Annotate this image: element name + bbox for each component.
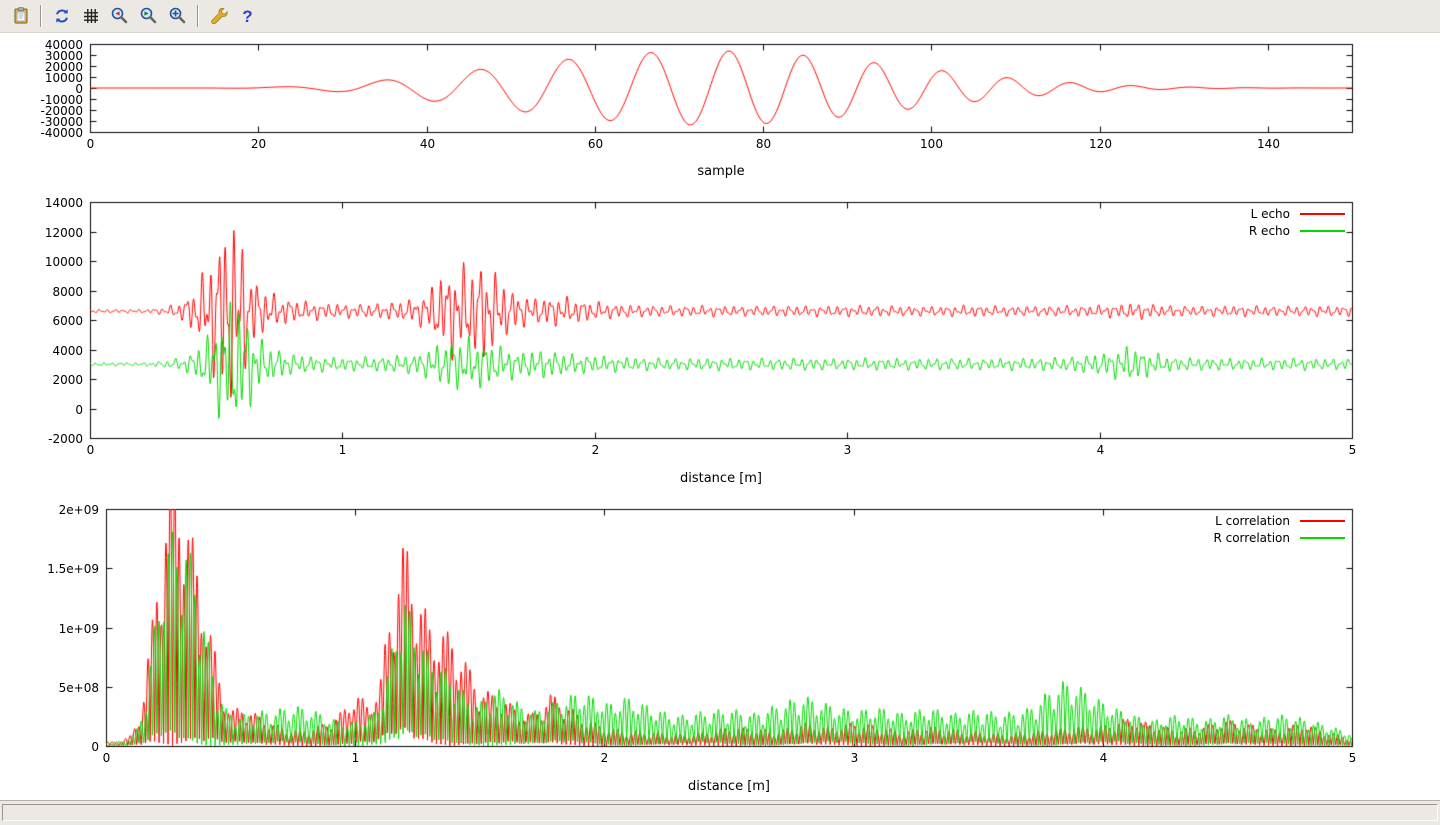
clipboard-icon bbox=[14, 7, 27, 24]
tick-label: 6000 bbox=[52, 313, 83, 328]
zoom-next-icon bbox=[140, 7, 156, 24]
plot-area: sample 0 20 40 60 80 100 120 140 -40000 -30000 -20… bbox=[0, 33, 1440, 800]
tick-label: 0 bbox=[86, 137, 95, 151]
tick-label: 2e+09 bbox=[58, 502, 99, 517]
tick-label: 2000 bbox=[52, 372, 83, 387]
pulse-chart: sample 0 20 40 60 80 100 120 140 -40000 -30000 -20… bbox=[0, 33, 1440, 193]
zoom-next-button[interactable] bbox=[135, 3, 162, 30]
autoscale-icon bbox=[169, 7, 185, 24]
correlation-chart: L correlation R correlation distance [m] … bbox=[0, 500, 1440, 800]
zoom-previous-icon bbox=[111, 7, 127, 24]
tick-label: 1 bbox=[351, 751, 360, 765]
echo-chart-canvas[interactable] bbox=[0, 193, 1440, 493]
legend-line-sample bbox=[1300, 212, 1345, 215]
replot-icon bbox=[55, 9, 68, 23]
tick-label: -20000 bbox=[40, 103, 83, 118]
grid-icon bbox=[83, 9, 98, 23]
status-bar bbox=[0, 800, 1440, 825]
tick-label: 40000 bbox=[44, 37, 83, 52]
tick-label: 120 bbox=[1089, 137, 1112, 151]
tick-label: 0 bbox=[86, 443, 95, 457]
tick-label: 1e+09 bbox=[58, 621, 99, 636]
tick-label: 4000 bbox=[52, 343, 83, 358]
configure-button[interactable] bbox=[205, 3, 232, 30]
legend-item: L correlation bbox=[1213, 512, 1345, 529]
tick-label: 140 bbox=[1257, 137, 1280, 151]
tick-label: 1.5e+09 bbox=[47, 561, 99, 576]
legend-item: L echo bbox=[1249, 205, 1345, 222]
tick-label: 1 bbox=[338, 443, 347, 457]
tick-label: 4 bbox=[1099, 751, 1108, 765]
legend-label: R correlation bbox=[1213, 530, 1290, 545]
tick-label: 12000 bbox=[44, 225, 83, 240]
legend-item: R correlation bbox=[1213, 529, 1345, 546]
correlation-chart-legend: L correlation R correlation bbox=[1213, 512, 1345, 546]
toolbar-separator bbox=[40, 5, 42, 27]
correlation-chart-canvas[interactable] bbox=[0, 500, 1440, 800]
zoom-previous-button[interactable] bbox=[106, 3, 133, 30]
tick-label: -30000 bbox=[40, 114, 83, 129]
tick-label: 80 bbox=[755, 137, 772, 151]
replot-button[interactable] bbox=[48, 3, 75, 30]
wrench-icon bbox=[210, 7, 228, 25]
tick-label: 20000 bbox=[44, 59, 83, 74]
tick-label: 2 bbox=[591, 443, 600, 457]
help-icon: ? bbox=[242, 6, 253, 26]
help-button[interactable]: ? bbox=[234, 3, 261, 30]
toolbar-separator bbox=[197, 5, 199, 27]
tick-label: 4 bbox=[1096, 443, 1105, 457]
tick-label: 3 bbox=[843, 443, 852, 457]
tick-label: 20 bbox=[250, 137, 267, 151]
tick-label: 30000 bbox=[44, 48, 83, 63]
tick-label: 0 bbox=[75, 81, 83, 96]
tick-label: 40 bbox=[419, 137, 436, 151]
tick-label: 10000 bbox=[44, 254, 83, 269]
legend-label: L echo bbox=[1250, 206, 1290, 221]
tick-label: 0 bbox=[91, 739, 99, 754]
tick-label: 14000 bbox=[44, 195, 83, 210]
tick-label: 8000 bbox=[52, 284, 83, 299]
echo-chart-legend: L echo R echo bbox=[1249, 205, 1345, 239]
tick-label: 5 bbox=[1348, 443, 1357, 457]
legend-line-sample bbox=[1300, 519, 1345, 522]
legend-item: R echo bbox=[1249, 222, 1345, 239]
tick-label: 10000 bbox=[44, 70, 83, 85]
tick-label: -10000 bbox=[40, 92, 83, 107]
tick-label: 3 bbox=[850, 751, 859, 765]
tick-label: 0 bbox=[75, 402, 83, 417]
tick-label: -2000 bbox=[48, 431, 83, 446]
status-bar-text bbox=[2, 804, 1438, 821]
correlation-chart-xlabel: distance [m] bbox=[687, 779, 771, 794]
tick-label: 5e+08 bbox=[58, 680, 99, 695]
legend-line-sample bbox=[1300, 229, 1345, 232]
echo-chart-xlabel: distance [m] bbox=[679, 471, 763, 486]
toggle-grid-button[interactable] bbox=[77, 3, 104, 30]
legend-label: L correlation bbox=[1215, 513, 1290, 528]
autoscale-button[interactable] bbox=[164, 3, 191, 30]
echo-chart: L echo R echo distance [m] 0 1 2 3 4 5 -2000 0 20… bbox=[0, 193, 1440, 493]
legend-line-sample bbox=[1300, 536, 1345, 539]
copy-to-clipboard-button[interactable] bbox=[7, 3, 34, 30]
toolbar: ? bbox=[0, 0, 1440, 33]
tick-label: 100 bbox=[920, 137, 943, 151]
legend-label: R echo bbox=[1248, 223, 1290, 238]
pulse-chart-canvas[interactable] bbox=[0, 33, 1440, 193]
pulse-chart-xlabel: sample bbox=[697, 164, 745, 179]
tick-label: -40000 bbox=[40, 125, 83, 140]
tick-label: 5 bbox=[1348, 751, 1357, 765]
tick-label: 0 bbox=[102, 751, 111, 765]
tick-label: 60 bbox=[587, 137, 604, 151]
tick-label: 2 bbox=[600, 751, 609, 765]
